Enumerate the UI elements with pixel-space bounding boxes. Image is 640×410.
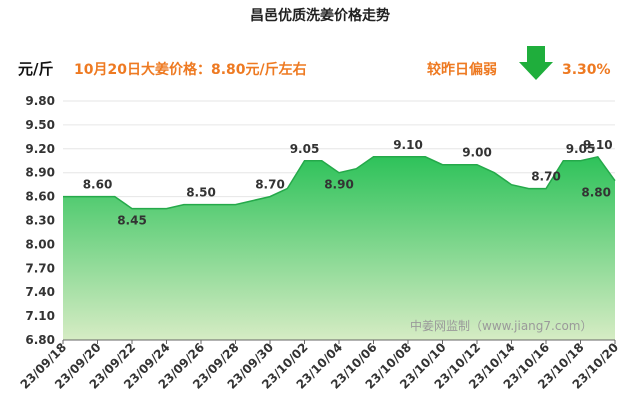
data-label: 8.80	[581, 186, 611, 200]
data-label: 8.50	[186, 186, 216, 200]
y-axis-ticks: 9.80 9.50 9.20 8.90 8.60 8.30 8.00 7.70 7.40 7.10…	[25, 94, 55, 347]
down-arrow-icon	[519, 46, 553, 80]
data-label: 8.90	[324, 178, 354, 192]
x-axis-ticks: 23/09/1823/09/2023/09/2223/09/2423/09/26…	[18, 340, 621, 392]
data-labels: 8.60 8.45 8.50 8.70 9.05 8.90 9.10 9.00 8.70 9.05…	[83, 138, 613, 228]
data-label: 9.05	[566, 142, 596, 156]
data-label: 9.05	[290, 142, 320, 156]
price-line	[63, 155, 616, 210]
unit-label: 元/斤	[18, 60, 53, 78]
headline-price: 10月20日大姜价格：8.80元/斤左右	[74, 61, 307, 78]
y-tick-label: 8.30	[25, 214, 55, 228]
y-tick-label: 8.60	[25, 190, 55, 204]
y-tick-label: 8.90	[25, 166, 55, 180]
data-label: 8.45	[117, 214, 147, 228]
data-label: 9.10	[583, 138, 613, 152]
y-tick-label: 8.00	[25, 237, 55, 251]
watermark: 中姜网监制（www.jiang7.com）	[410, 318, 592, 333]
y-tick-label: 7.70	[25, 261, 55, 275]
y-tick-label: 6.80	[25, 333, 55, 347]
change-percent: 3.30%	[562, 62, 611, 78]
compare-label: 较昨日偏弱	[427, 61, 497, 78]
y-tick-label: 9.20	[25, 142, 55, 156]
chart-title: 昌邑优质洗姜价格走势	[250, 7, 390, 24]
price-area	[63, 156, 615, 340]
y-tick-label: 7.40	[25, 285, 55, 299]
data-label: 9.10	[393, 138, 423, 152]
y-tick-label: 9.80	[25, 94, 55, 108]
data-label: 9.00	[462, 146, 492, 160]
data-label: 8.70	[531, 170, 561, 184]
y-tick-label: 7.10	[25, 309, 55, 323]
y-tick-label: 9.50	[25, 118, 55, 132]
data-label: 8.60	[83, 178, 113, 192]
data-label: 8.70	[255, 178, 285, 192]
